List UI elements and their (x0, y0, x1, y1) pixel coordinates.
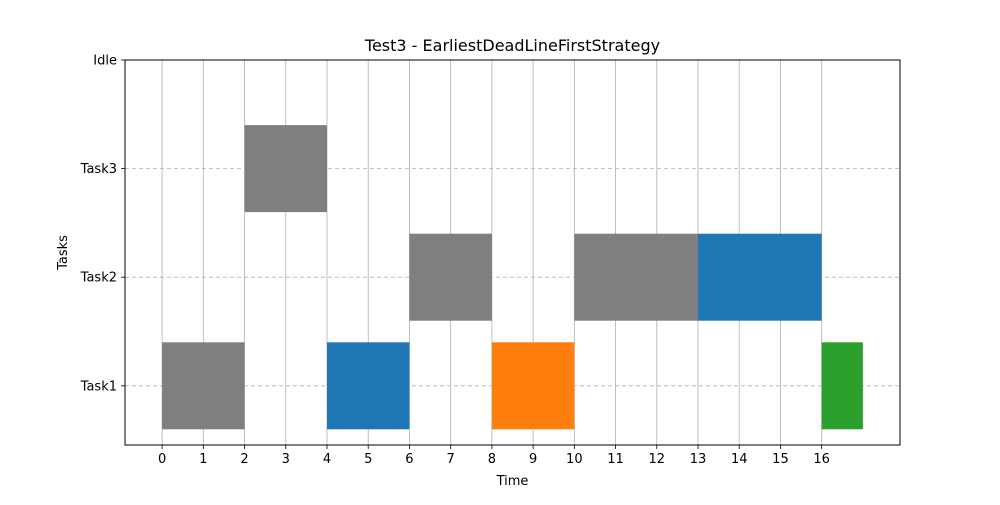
gantt-bar (244, 125, 327, 213)
x-tick-label: 16 (813, 452, 830, 467)
y-axis-label: Tasks (56, 235, 71, 271)
gantt-bar (821, 342, 863, 430)
x-tick-label: 2 (240, 452, 248, 467)
gantt-bar (409, 233, 492, 321)
x-axis-label: Time (496, 474, 529, 489)
x-tick-label: 5 (364, 452, 372, 467)
x-tick-label: 3 (282, 452, 290, 467)
x-tick-label: 9 (529, 452, 537, 467)
x-tick-label: 14 (731, 452, 748, 467)
x-tick-label: 11 (607, 452, 624, 467)
y-tick-label: Task2 (80, 271, 117, 286)
x-tick-label: 6 (405, 452, 413, 467)
x-tick-label: 4 (323, 452, 331, 467)
gantt-bar (326, 342, 410, 430)
gantt-bar (698, 233, 822, 321)
gantt-bar (162, 342, 245, 430)
x-tick-label: 8 (488, 452, 496, 467)
x-tick-label: 10 (566, 452, 583, 467)
tick-layer: 0 1 2 3 4 5 6 7 8 9 10 11 12 13 14 15 16Task1Task2Task3I… (80, 54, 830, 468)
x-tick-label: 1 (199, 452, 207, 467)
chart-title: Test3 - EarliestDeadLineFirstStrategy (364, 36, 660, 55)
gantt-bar (574, 233, 699, 321)
y-tick-label: Task3 (80, 162, 117, 177)
y-tick-label: Idle (93, 54, 117, 69)
y-tick-label: Task1 (80, 379, 117, 394)
x-tick-label: 0 (158, 452, 166, 467)
bar-layer (162, 125, 863, 430)
x-tick-label: 7 (447, 452, 455, 467)
x-tick-label: 12 (649, 452, 666, 467)
plot-frame (124, 59, 901, 446)
x-tick-label: 15 (772, 452, 789, 467)
gantt-bar (491, 342, 575, 430)
x-tick-label: 13 (690, 452, 707, 467)
